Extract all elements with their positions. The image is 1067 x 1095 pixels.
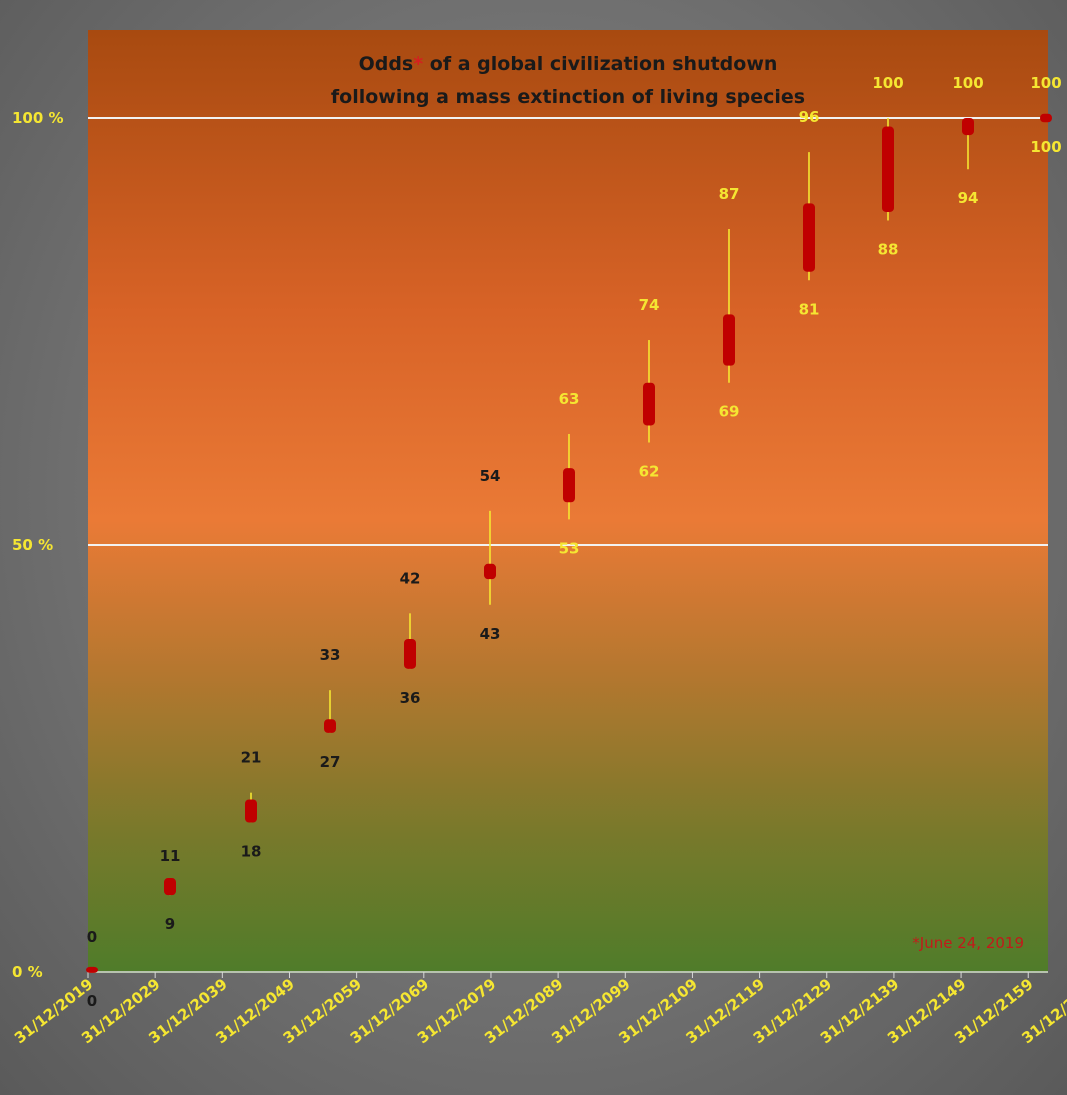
candle-box (882, 126, 894, 212)
y-tick-label: 0 % (12, 963, 43, 981)
data-label-low: 0 (87, 992, 97, 1010)
data-point: 42 36 (400, 569, 421, 707)
data-label-high: 87 (719, 185, 740, 203)
data-point: 11 9 (160, 847, 181, 933)
data-label-low: 100 (1030, 138, 1061, 156)
candle-box (245, 799, 257, 823)
y-tick-label: 50 % (12, 536, 53, 554)
data-point: 63 53 (559, 390, 580, 557)
data-label-low: 81 (799, 300, 820, 318)
x-axis-ticks: 31/12/201931/12/202931/12/203931/12/2049… (11, 972, 1067, 1047)
candle-box (962, 118, 974, 136)
candle-box (643, 382, 655, 426)
data-label-low: 69 (719, 403, 740, 421)
data-label-low: 36 (400, 689, 421, 707)
candle-box (404, 638, 416, 669)
data-label-low: 9 (165, 915, 175, 933)
y-axis-ticks: 0 % 50 % 100 % (12, 109, 64, 981)
data-point: 54 43 (480, 467, 501, 643)
data-label-high: 33 (320, 646, 341, 664)
data-label-high: 11 (160, 847, 181, 865)
y-tick-label: 100 % (12, 109, 64, 127)
candle-box (563, 468, 575, 503)
data-label-high: 74 (639, 296, 660, 314)
candle-box (1040, 113, 1052, 123)
data-label-high: 100 (952, 74, 983, 92)
data-label-low: 62 (639, 463, 660, 481)
data-label-high: 100 (872, 74, 903, 92)
chart-title-line2: following a mass extinction of living sp… (331, 86, 805, 108)
candle-box (484, 563, 496, 580)
data-label-low: 94 (958, 189, 979, 207)
data-label-high: 54 (480, 467, 501, 485)
data-point: 74 62 (639, 296, 660, 480)
candle-box (324, 719, 336, 733)
data-point: 00 (86, 928, 98, 1010)
data-label-high: 63 (559, 390, 580, 408)
data-label-low: 43 (480, 625, 501, 643)
data-point: 96 81 (799, 108, 820, 318)
data-point: 87 69 (719, 185, 740, 421)
candle-box (86, 966, 98, 973)
candle-box (803, 203, 815, 272)
data-point: 100 100 (1030, 74, 1061, 156)
data-point: 21 18 (241, 749, 262, 861)
data-label-high: 42 (400, 569, 421, 587)
data-label-high: 100 (1030, 74, 1061, 92)
data-label-low: 53 (559, 539, 580, 557)
candle-box (723, 314, 735, 366)
data-label-low: 27 (320, 753, 341, 771)
data-label-high: 96 (799, 108, 820, 126)
data-label-low: 88 (878, 240, 899, 258)
data-label-high: 0 (87, 928, 97, 946)
chart-title-line1: Odds* of a global civilization shutdown (359, 53, 778, 75)
candlestick-marks: 0011921183327423654436353746287699681100… (86, 74, 1062, 1010)
footnote-date: *June 24, 2019 (912, 934, 1024, 952)
data-label-low: 18 (241, 843, 262, 861)
data-label-high: 21 (241, 749, 262, 767)
data-point: 100 94 (952, 74, 983, 207)
data-point: 100 88 (872, 74, 903, 258)
data-point: 33 27 (320, 646, 341, 771)
candle-box (164, 878, 176, 896)
